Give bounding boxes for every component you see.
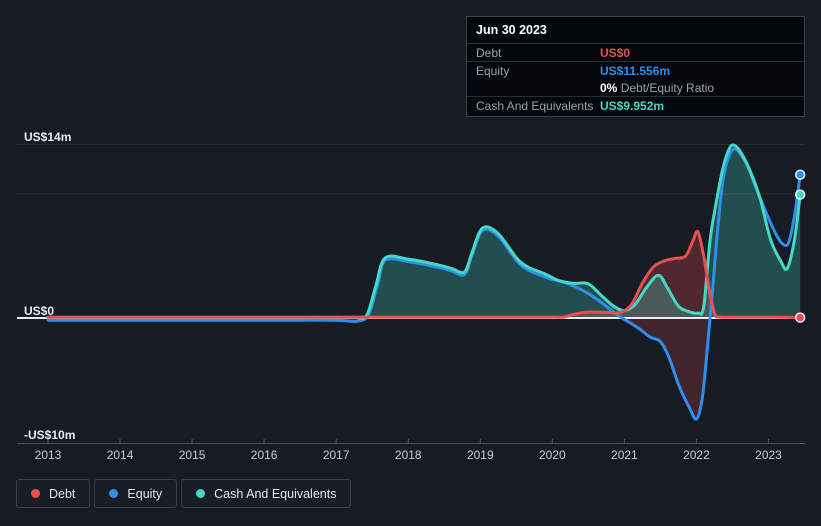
equity-color-dot <box>109 489 119 498</box>
legend-equity-label: Equity <box>127 486 163 501</box>
y-axis-label: US$0 <box>24 304 55 318</box>
tooltip-ratio: 0% Debt/Equity Ratio <box>600 81 795 95</box>
x-axis-label: 2020 <box>538 448 566 462</box>
chart-tooltip: Jun 30 2023 Debt US$0 Equity US$11.556m … <box>466 16 805 117</box>
x-axis-label: 2023 <box>755 448 782 462</box>
debt-line <box>46 229 802 320</box>
tooltip-ratio-label: Debt/Equity Ratio <box>620 80 715 95</box>
tooltip-equity-value: US$11.556m <box>600 63 671 78</box>
x-axis-label: 2019 <box>466 448 494 462</box>
y-axis-label: -US$10m <box>24 428 76 442</box>
tooltip-row-debt: Debt US$0 <box>467 43 804 61</box>
tooltip-ratio-percent: 0% <box>600 80 618 95</box>
y-axis-label: US$14m <box>24 130 72 145</box>
tooltip-debt-label: Debt <box>476 45 502 60</box>
tooltip-debt-value: US$0 <box>600 45 631 60</box>
debt-end-marker[interactable] <box>794 312 806 323</box>
debt-area <box>48 231 801 318</box>
tooltip-row-cash: Cash And Equivalents US$9.952m <box>467 96 804 114</box>
x-axis-label: 2016 <box>250 448 278 462</box>
x-axis-label: 2013 <box>34 448 62 462</box>
tooltip-equity-label: Equity <box>476 63 510 78</box>
x-axis-label: 2017 <box>322 448 350 462</box>
cash-color-dot <box>196 489 206 498</box>
equity-end-marker[interactable] <box>794 169 806 180</box>
legend-item-cash[interactable]: Cash And Equivalents <box>181 479 352 508</box>
tooltip-row-ratio: 0% Debt/Equity Ratio <box>467 79 804 96</box>
tooltip-row-equity: Equity US$11.556m <box>467 61 804 79</box>
tooltip-date: Jun 30 2023 <box>476 23 547 37</box>
legend-item-equity[interactable]: Equity <box>94 479 178 508</box>
x-axis-label: 2014 <box>106 448 134 462</box>
tooltip-cash-label: Cash And Equivalents <box>476 98 594 113</box>
legend-cash-label: Cash And Equivalents <box>214 486 337 501</box>
legend-debt-label: Debt <box>49 486 76 501</box>
debt-color-dot <box>31 489 40 498</box>
x-axis-label: 2021 <box>611 448 638 462</box>
legend-item-debt[interactable]: Debt <box>16 479 91 508</box>
equity-line <box>46 147 802 421</box>
x-axis-label: 2022 <box>683 448 710 462</box>
chart-legend: Debt Equity Cash And Equivalents <box>16 479 352 508</box>
x-axis-label: 2018 <box>394 448 422 462</box>
x-axis-label: 2015 <box>178 448 206 462</box>
tooltip-cash-value: US$9.952m <box>600 98 665 113</box>
cash-and-equivalents-end-marker[interactable] <box>794 189 806 200</box>
